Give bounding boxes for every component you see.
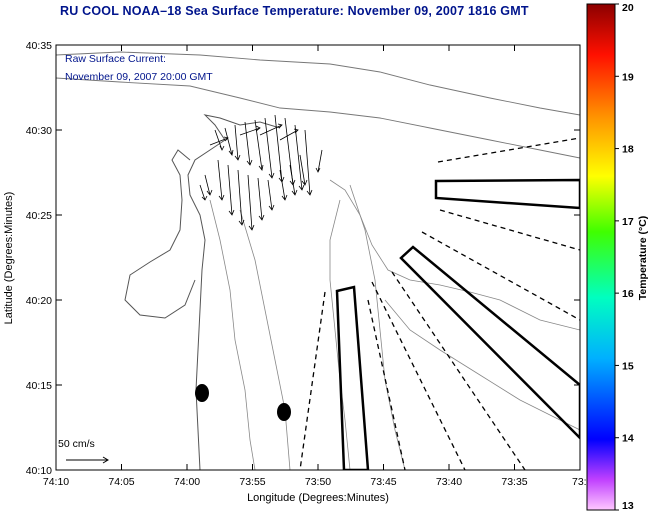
x-tick-label: 74:05 bbox=[108, 476, 134, 488]
x-tick-label: 73:35 bbox=[501, 476, 527, 488]
survey-box-east bbox=[434, 178, 580, 210]
y-axis-label: Latitude (Degrees:Minutes) bbox=[3, 192, 15, 325]
y-tick-label: 40:25 bbox=[26, 210, 52, 222]
bathymetry-contour bbox=[384, 299, 580, 431]
y-tick-label: 40:20 bbox=[26, 295, 52, 307]
survey-box-south bbox=[335, 285, 370, 470]
colorbar-tick-label: 19 bbox=[622, 71, 634, 83]
bathymetry-contour bbox=[56, 77, 580, 159]
current-vectors bbox=[199, 114, 323, 231]
colorbar-tick-label: 16 bbox=[622, 288, 634, 300]
colorbar-label: Temperature (°C) bbox=[637, 216, 649, 301]
colorbar-tick-label: 13 bbox=[622, 500, 634, 512]
y-tick-label: 40:10 bbox=[26, 465, 52, 477]
colorbar-tick-label: 20 bbox=[622, 2, 634, 14]
map-area bbox=[56, 45, 580, 470]
scale-label: 50 cm/s bbox=[58, 438, 95, 450]
x-tick-label: 74:00 bbox=[174, 476, 200, 488]
x-tick-label: 74:10 bbox=[43, 476, 69, 488]
colorbar-tick-label: 18 bbox=[622, 144, 634, 156]
y-tick-label: 40:15 bbox=[26, 380, 52, 392]
x-axis-label: Longitude (Degrees:Minutes) bbox=[247, 492, 389, 504]
survey-box-diagonal bbox=[399, 245, 580, 440]
scale-arrow bbox=[66, 456, 109, 464]
bathymetry-contour bbox=[209, 199, 256, 470]
coastline bbox=[203, 114, 281, 141]
x-tick-label: 73:45 bbox=[370, 476, 396, 488]
bathymetry-contour bbox=[56, 51, 580, 116]
x-tick-label: 73:55 bbox=[239, 476, 265, 488]
colorbar bbox=[586, 3, 616, 511]
y-axis-ticks: 40:10 40:15 40:20 40:25 40:30 40:35 bbox=[26, 40, 580, 477]
radar-bearing-lines bbox=[299, 137, 580, 470]
y-tick-label: 40:30 bbox=[26, 125, 52, 137]
x-tick-label: 73:50 bbox=[305, 476, 331, 488]
map-content bbox=[56, 51, 580, 470]
annotation-line-2: November 09, 2007 20:00 GMT bbox=[65, 71, 213, 83]
coastline bbox=[124, 149, 196, 319]
colorbar-tick-label: 15 bbox=[622, 360, 634, 372]
buoy-marker bbox=[195, 384, 209, 402]
colorbar-tick-label: 17 bbox=[622, 216, 634, 228]
colorbar-ticks: 13 14 15 16 17 18 19 20 bbox=[615, 2, 634, 512]
x-axis-ticks: 74:10 74:05 74:00 73:55 73:50 73:45 73:40 73:35… bbox=[43, 45, 593, 488]
bathymetry-contour bbox=[329, 179, 580, 331]
buoy-marker bbox=[277, 403, 291, 421]
y-tick-label: 40:35 bbox=[26, 40, 52, 52]
bathymetry-contour bbox=[349, 184, 406, 470]
map-title: RU COOL NOAA–18 Sea Surface Temperature:… bbox=[60, 4, 529, 18]
annotation-line-1: Raw Surface Current: bbox=[65, 53, 166, 65]
x-tick-label: 73:40 bbox=[436, 476, 462, 488]
bathymetry-contour bbox=[329, 199, 351, 470]
colorbar-tick-label: 14 bbox=[622, 433, 634, 445]
